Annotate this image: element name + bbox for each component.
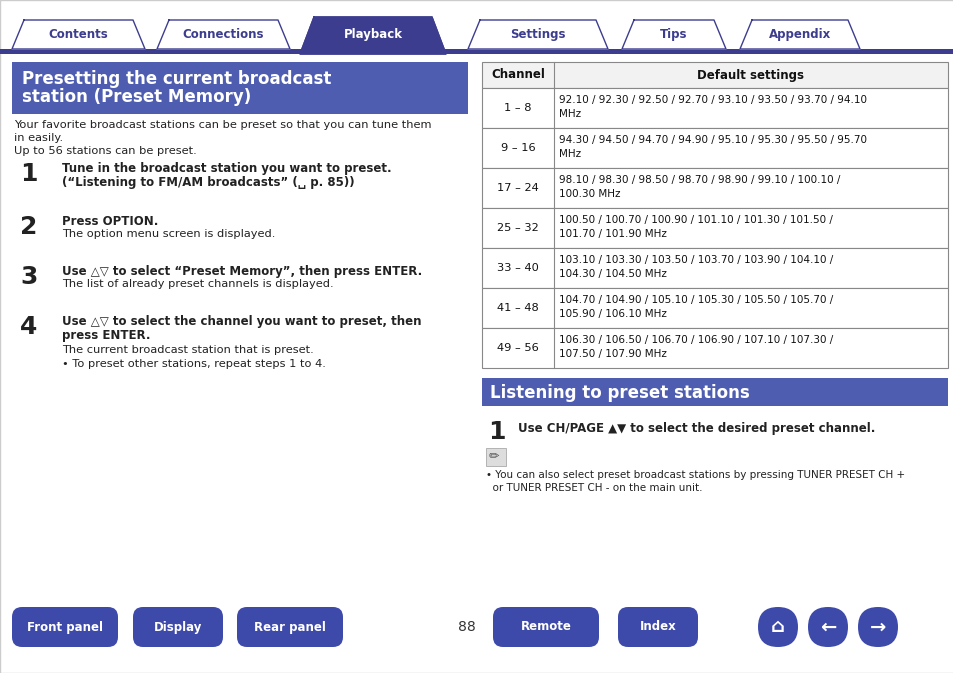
Text: Appendix: Appendix <box>768 28 830 41</box>
Text: 103.10 / 103.30 / 103.50 / 103.70 / 103.90 / 104.10 /: 103.10 / 103.30 / 103.50 / 103.70 / 103.… <box>558 255 832 265</box>
Text: (“Listening to FM/AM broadcasts” (␣ p. 85)): (“Listening to FM/AM broadcasts” (␣ p. 8… <box>62 176 355 189</box>
Text: Use △▽ to select “Preset Memory”, then press ENTER.: Use △▽ to select “Preset Memory”, then p… <box>62 265 422 278</box>
Text: press ENTER.: press ENTER. <box>62 329 151 342</box>
FancyBboxPatch shape <box>132 607 223 647</box>
Text: or TUNER PRESET CH - on the main unit.: or TUNER PRESET CH - on the main unit. <box>485 483 701 493</box>
Text: 104.70 / 104.90 / 105.10 / 105.30 / 105.50 / 105.70 /: 104.70 / 104.90 / 105.10 / 105.30 / 105.… <box>558 295 832 305</box>
Text: Playback: Playback <box>343 28 402 41</box>
Text: Listening to preset stations: Listening to preset stations <box>490 384 749 402</box>
Text: Tune in the broadcast station you want to preset.: Tune in the broadcast station you want t… <box>62 162 392 175</box>
Text: Settings: Settings <box>510 28 565 41</box>
Text: Index: Index <box>639 621 676 633</box>
Text: Presetting the current broadcast: Presetting the current broadcast <box>22 70 331 88</box>
Text: Default settings: Default settings <box>697 69 803 81</box>
Text: station (Preset Memory): station (Preset Memory) <box>22 88 251 106</box>
Polygon shape <box>621 20 725 49</box>
Text: Up to 56 stations can be preset.: Up to 56 stations can be preset. <box>14 146 196 156</box>
FancyBboxPatch shape <box>857 607 897 647</box>
Text: The option menu screen is displayed.: The option menu screen is displayed. <box>62 229 275 239</box>
Text: 17 – 24: 17 – 24 <box>497 183 538 193</box>
Polygon shape <box>740 20 859 49</box>
Text: 25 – 32: 25 – 32 <box>497 223 538 233</box>
Bar <box>481 378 947 406</box>
Bar <box>481 248 947 288</box>
Text: 106.30 / 106.50 / 106.70 / 106.90 / 107.10 / 107.30 /: 106.30 / 106.50 / 106.70 / 106.90 / 107.… <box>558 335 832 345</box>
Bar <box>481 208 947 248</box>
Bar <box>481 168 947 208</box>
Text: 2: 2 <box>20 215 37 239</box>
Polygon shape <box>468 20 607 49</box>
Text: Use CH/PAGE ▲▼ to select the desired preset channel.: Use CH/PAGE ▲▼ to select the desired pre… <box>517 422 875 435</box>
Text: Press OPTION.: Press OPTION. <box>62 215 158 228</box>
Text: 98.10 / 98.30 / 98.50 / 98.70 / 98.90 / 99.10 / 100.10 /: 98.10 / 98.30 / 98.50 / 98.70 / 98.90 / … <box>558 175 840 185</box>
Text: 88: 88 <box>457 620 476 634</box>
Bar <box>481 128 947 168</box>
Text: 33 – 40: 33 – 40 <box>497 263 538 273</box>
Text: 49 – 56: 49 – 56 <box>497 343 538 353</box>
Text: Your favorite broadcast stations can be preset so that you can tune them: Your favorite broadcast stations can be … <box>14 120 431 130</box>
Text: ✏: ✏ <box>489 450 499 463</box>
Text: 104.30 / 104.50 MHz: 104.30 / 104.50 MHz <box>558 269 666 279</box>
Text: →: → <box>869 618 885 637</box>
Text: Tips: Tips <box>659 28 687 41</box>
Text: 1 – 8: 1 – 8 <box>504 103 531 113</box>
Text: • To preset other stations, repeat steps 1 to 4.: • To preset other stations, repeat steps… <box>62 359 326 369</box>
Text: 3: 3 <box>20 265 37 289</box>
Text: Connections: Connections <box>183 28 264 41</box>
FancyBboxPatch shape <box>807 607 847 647</box>
Text: MHz: MHz <box>558 149 580 159</box>
Text: 100.30 MHz: 100.30 MHz <box>558 189 619 199</box>
FancyBboxPatch shape <box>12 607 118 647</box>
Text: ⌂: ⌂ <box>770 618 784 637</box>
Bar <box>0 49 953 54</box>
Text: Remote: Remote <box>520 621 571 633</box>
Text: Channel: Channel <box>491 69 544 81</box>
Text: • You can also select preset broadcast stations by pressing TUNER PRESET CH +: • You can also select preset broadcast s… <box>485 470 904 480</box>
Bar <box>481 288 947 328</box>
Text: 107.50 / 107.90 MHz: 107.50 / 107.90 MHz <box>558 349 666 359</box>
Text: in easily.: in easily. <box>14 133 63 143</box>
Text: 9 – 16: 9 – 16 <box>500 143 535 153</box>
Bar <box>481 62 947 88</box>
Text: 1: 1 <box>20 162 37 186</box>
Text: Display: Display <box>153 621 202 633</box>
Text: MHz: MHz <box>558 109 580 119</box>
Text: 4: 4 <box>20 315 37 339</box>
Text: 41 – 48: 41 – 48 <box>497 303 538 313</box>
Bar <box>481 88 947 128</box>
Text: Contents: Contents <box>49 28 109 41</box>
Polygon shape <box>157 20 290 49</box>
Text: 100.50 / 100.70 / 100.90 / 101.10 / 101.30 / 101.50 /: 100.50 / 100.70 / 100.90 / 101.10 / 101.… <box>558 215 832 225</box>
FancyBboxPatch shape <box>236 607 343 647</box>
Text: Front panel: Front panel <box>27 621 103 633</box>
Text: 1: 1 <box>488 420 505 444</box>
FancyBboxPatch shape <box>758 607 797 647</box>
Text: The list of already preset channels is displayed.: The list of already preset channels is d… <box>62 279 334 289</box>
Text: Rear panel: Rear panel <box>253 621 326 633</box>
Text: Use △▽ to select the channel you want to preset, then: Use △▽ to select the channel you want to… <box>62 315 421 328</box>
Text: 105.90 / 106.10 MHz: 105.90 / 106.10 MHz <box>558 309 666 319</box>
Polygon shape <box>299 17 446 54</box>
Text: 92.10 / 92.30 / 92.50 / 92.70 / 93.10 / 93.50 / 93.70 / 94.10: 92.10 / 92.30 / 92.50 / 92.70 / 93.10 / … <box>558 95 866 105</box>
FancyBboxPatch shape <box>493 607 598 647</box>
Bar <box>481 328 947 368</box>
Bar <box>12 62 468 114</box>
Text: The current broadcast station that is preset.: The current broadcast station that is pr… <box>62 345 314 355</box>
Polygon shape <box>12 20 145 49</box>
Text: ←: ← <box>819 618 836 637</box>
Text: 94.30 / 94.50 / 94.70 / 94.90 / 95.10 / 95.30 / 95.50 / 95.70: 94.30 / 94.50 / 94.70 / 94.90 / 95.10 / … <box>558 135 866 145</box>
Bar <box>485 448 505 466</box>
FancyBboxPatch shape <box>618 607 698 647</box>
Text: 101.70 / 101.90 MHz: 101.70 / 101.90 MHz <box>558 229 666 239</box>
